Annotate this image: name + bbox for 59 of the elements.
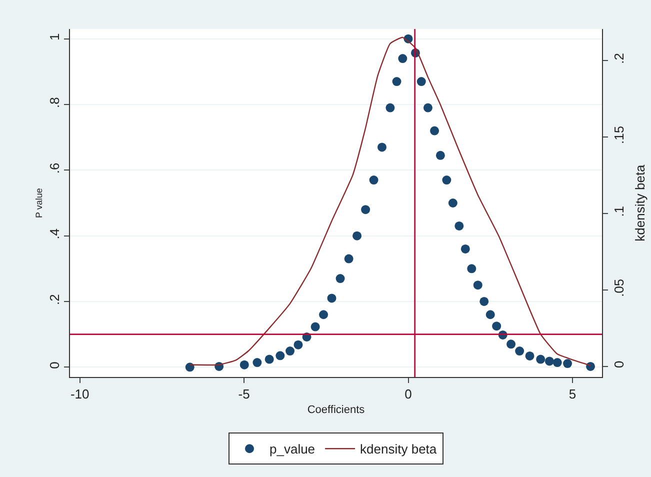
x-tick-label: -10	[70, 386, 90, 402]
point	[536, 354, 546, 364]
y2-tick-label: .1	[612, 206, 627, 217]
y-tick-label: .4	[46, 228, 62, 240]
x-tick-label: -5	[238, 386, 250, 402]
point	[586, 362, 596, 371]
point	[416, 77, 426, 86]
point	[310, 322, 320, 332]
point	[264, 354, 274, 364]
y-axis-title: P value	[34, 188, 44, 218]
point	[460, 244, 470, 254]
point	[544, 356, 554, 366]
y2-axis-title: kdensity beta	[632, 164, 648, 242]
y2-tick-label: .15	[612, 126, 627, 144]
point	[386, 103, 395, 112]
point	[361, 205, 370, 214]
point	[448, 198, 458, 208]
point	[473, 280, 482, 290]
x-axis-title: Coefficients	[307, 404, 366, 416]
legend-label: kdensity beta	[360, 442, 438, 457]
point	[294, 340, 303, 350]
point	[352, 231, 362, 240]
point	[525, 351, 534, 360]
point	[467, 264, 476, 274]
point	[515, 346, 524, 356]
point	[319, 310, 328, 320]
point	[276, 351, 285, 360]
x-tick-label: 0	[404, 386, 412, 402]
y2-tick-label: .2	[612, 52, 627, 64]
y-tick-label: .2	[46, 294, 62, 305]
point	[336, 274, 345, 284]
point	[563, 359, 572, 368]
y2-tick-label: .05	[612, 278, 627, 297]
point	[486, 310, 495, 320]
point	[454, 221, 464, 230]
point	[423, 103, 432, 112]
point	[430, 126, 440, 136]
point	[552, 358, 562, 368]
point	[377, 142, 386, 152]
point	[286, 346, 295, 356]
point	[492, 322, 502, 331]
point	[369, 176, 378, 185]
point	[327, 294, 336, 303]
point	[506, 340, 516, 349]
y-tick-label: 1	[46, 33, 62, 41]
point	[344, 254, 354, 264]
point	[252, 358, 262, 368]
y-tick-label: .6	[46, 162, 62, 174]
point	[480, 296, 489, 306]
point	[442, 176, 452, 185]
y-tick-label: .8	[46, 97, 62, 108]
point	[392, 77, 402, 86]
legend-label: p_value	[270, 442, 316, 457]
point	[398, 54, 408, 64]
point	[240, 360, 249, 370]
y-tick-label: 0	[46, 362, 62, 369]
point	[436, 150, 445, 160]
y2-tick-label: 0	[612, 360, 627, 368]
x-tick-label: 5	[568, 386, 576, 402]
